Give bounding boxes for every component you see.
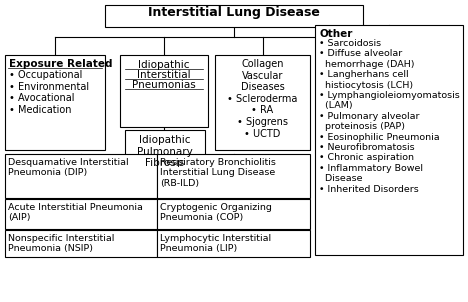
Text: Idiopathic
Pulmonary
Fibrosis: Idiopathic Pulmonary Fibrosis (137, 135, 193, 168)
Bar (157, 230, 310, 257)
Bar (105, 5, 363, 27)
Text: • Sarcoidosis
• Diffuse alveolar
  hemorrhage (DAH)
• Langherhans cell
  histioc: • Sarcoidosis • Diffuse alveolar hemorrh… (319, 39, 460, 194)
Text: Interstitial: Interstitial (137, 70, 191, 80)
Text: Other: Other (319, 29, 352, 39)
Bar (157, 199, 310, 229)
Bar (120, 55, 208, 127)
Text: Cryptogenic Organizing
Pneumonia (COP): Cryptogenic Organizing Pneumonia (COP) (160, 203, 272, 222)
Text: • Occupational
• Environmental
• Avocational
• Medication: • Occupational • Environmental • Avocati… (9, 70, 89, 115)
Bar (5, 154, 157, 198)
Text: Collagen
Vascular
Diseases
• Scleroderma
• RA
• Sjogrens
• UCTD: Collagen Vascular Diseases • Scleroderma… (227, 59, 298, 139)
Text: Respiratory Bronchiolitis
Interstitial Lung Disease
(RB-ILD): Respiratory Bronchiolitis Interstitial L… (160, 158, 276, 188)
Text: Desquamative Interstitial
Pneumonia (DIP): Desquamative Interstitial Pneumonia (DIP… (8, 158, 129, 177)
Bar (157, 154, 310, 198)
Bar (315, 25, 463, 255)
Bar (5, 55, 105, 150)
Bar (5, 230, 157, 257)
Text: Exposure Related: Exposure Related (9, 59, 112, 69)
Text: Pneumonias: Pneumonias (132, 80, 196, 90)
Text: Lymphocytic Interstitial
Pneumonia (LIP): Lymphocytic Interstitial Pneumonia (LIP) (160, 234, 271, 253)
Bar (125, 130, 205, 185)
Bar (5, 199, 157, 229)
Bar (215, 55, 310, 150)
Text: Acute Interstitial Pneumonia
(AIP): Acute Interstitial Pneumonia (AIP) (8, 203, 143, 222)
Text: Idiopathic: Idiopathic (138, 60, 190, 70)
Text: Interstitial Lung Disease: Interstitial Lung Disease (148, 6, 320, 19)
Text: Nonspecific Interstitial
Pneumonia (NSIP): Nonspecific Interstitial Pneumonia (NSIP… (8, 234, 114, 253)
